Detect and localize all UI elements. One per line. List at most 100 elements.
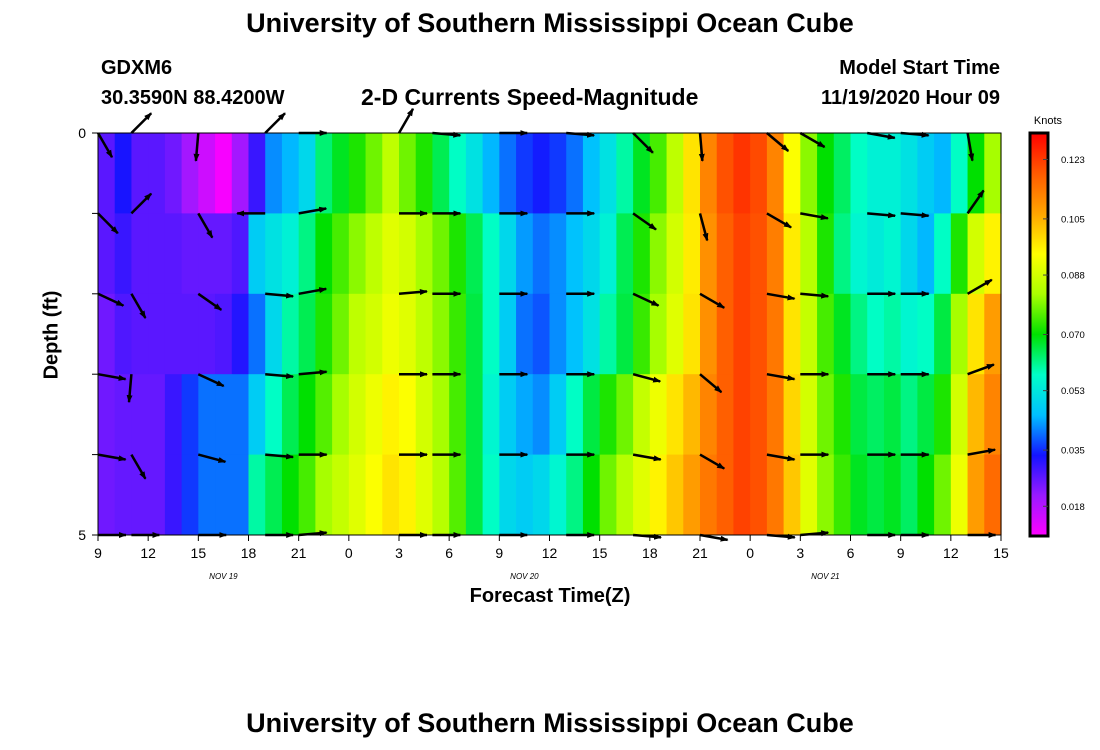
heatmap-cell (281, 293, 300, 375)
heatmap-cell (482, 454, 500, 536)
colorbar-tick-label: 0.018 (1061, 502, 1085, 513)
heatmap-cell (934, 213, 952, 295)
current-arrow (197, 373, 225, 388)
heatmap-cell (967, 454, 985, 536)
current-arrow (265, 292, 295, 299)
current-arrow (97, 453, 127, 462)
heatmap-cell (265, 374, 283, 455)
heatmap-cell (950, 293, 969, 375)
current-arrow (867, 212, 897, 219)
heatmap-cell (98, 213, 116, 295)
heatmap-cell (265, 133, 283, 214)
current-arrow (96, 132, 114, 159)
heatmap-cell (850, 293, 868, 375)
heatmap-cell (532, 374, 551, 455)
heatmap-cell (649, 293, 668, 375)
current-arrow (698, 213, 709, 242)
heatmap-cell (833, 374, 852, 455)
x-tick-label: 6 (847, 545, 855, 561)
heatmap-cell (348, 133, 367, 214)
heatmap-cell (599, 213, 617, 295)
current-arrow (264, 112, 286, 134)
heatmap-cell (867, 454, 885, 536)
heatmap-cell (549, 213, 567, 295)
colorbar-tick-label: 0.070 (1061, 330, 1085, 341)
heatmap-cell (499, 374, 517, 455)
heatmap-cell (449, 454, 467, 536)
heatmap-cell (700, 133, 718, 214)
current-arrow (632, 292, 660, 307)
heatmap-cell (449, 293, 467, 375)
heatmap-cell (783, 133, 801, 214)
heatmap-cell (365, 454, 383, 536)
heatmap-cell (98, 374, 116, 455)
heatmap-cell (649, 374, 668, 455)
heatmap-cell (231, 293, 250, 375)
heatmap-cell (950, 133, 969, 214)
heatmap-cell (967, 213, 985, 295)
heatmap-cell (465, 133, 484, 214)
heatmap-cell (415, 374, 434, 455)
heatmap-cell (332, 293, 350, 375)
current-arrow (97, 292, 125, 307)
current-arrow (966, 278, 993, 295)
heatmap-cell (950, 213, 969, 295)
x-tick-label: 12 (943, 545, 959, 561)
current-arrow (97, 212, 119, 235)
heatmap-cell (800, 454, 818, 536)
current-arrow (967, 363, 995, 376)
page-title: University of Southern Mississippi Ocean… (246, 8, 854, 38)
heatmap-cell (148, 293, 166, 375)
heatmap-cell (716, 133, 735, 214)
footer-title: University of Southern Mississippi Ocean… (246, 708, 854, 738)
heatmap-cell (365, 293, 383, 375)
heatmap-cell (315, 133, 333, 214)
heatmap-cell (98, 133, 116, 214)
heatmap-cell (833, 213, 852, 295)
heatmap-cell (181, 293, 199, 375)
heatmap-cell (984, 133, 1002, 214)
heatmap-cell (532, 133, 551, 214)
current-arrow (398, 289, 428, 296)
heatmap-cell (315, 374, 333, 455)
current-arrow (766, 212, 792, 229)
chart-title: 2-D Currents Speed-Magnitude (361, 84, 699, 110)
heatmap-cell (833, 293, 852, 375)
heatmap-cell (281, 374, 300, 455)
heatmap-cell (131, 133, 149, 214)
heatmap-cell (633, 293, 651, 375)
heatmap-cell (215, 133, 233, 214)
heatmap-cell (850, 374, 868, 455)
heatmap-cell (198, 213, 216, 295)
heatmap-cell (750, 213, 768, 295)
heatmap-cell (917, 133, 935, 214)
heatmap-cell (198, 293, 216, 375)
x-tick-label: 21 (692, 545, 708, 561)
heatmap-cell (181, 454, 199, 536)
heatmap-cell (867, 133, 885, 214)
heatmap-cell (382, 454, 400, 536)
heatmap-cell (783, 293, 801, 375)
heatmap-cell (432, 454, 450, 536)
heatmap-cell (817, 293, 835, 375)
heatmap-cell (415, 213, 434, 295)
current-arrow (800, 212, 829, 221)
heatmap-cell (649, 454, 668, 536)
heatmap-cell (917, 374, 935, 455)
model-start-label: Model Start Time (839, 57, 1000, 79)
heatmap-cell (231, 454, 250, 536)
x-tick-label: 3 (395, 545, 403, 561)
heatmap-cell (850, 213, 868, 295)
heatmap-cell (215, 374, 233, 455)
heatmap-cell (516, 293, 534, 375)
current-arrow (632, 132, 654, 154)
heatmap-cell (499, 293, 517, 375)
heatmap-cell (432, 374, 450, 455)
heatmap-cell (415, 133, 434, 214)
heatmap-cell (382, 213, 400, 295)
current-arrow (699, 533, 729, 542)
heatmap-cell (382, 374, 400, 455)
heatmap-cell (549, 133, 567, 214)
current-arrow (766, 292, 796, 301)
current-arrow (966, 189, 985, 215)
